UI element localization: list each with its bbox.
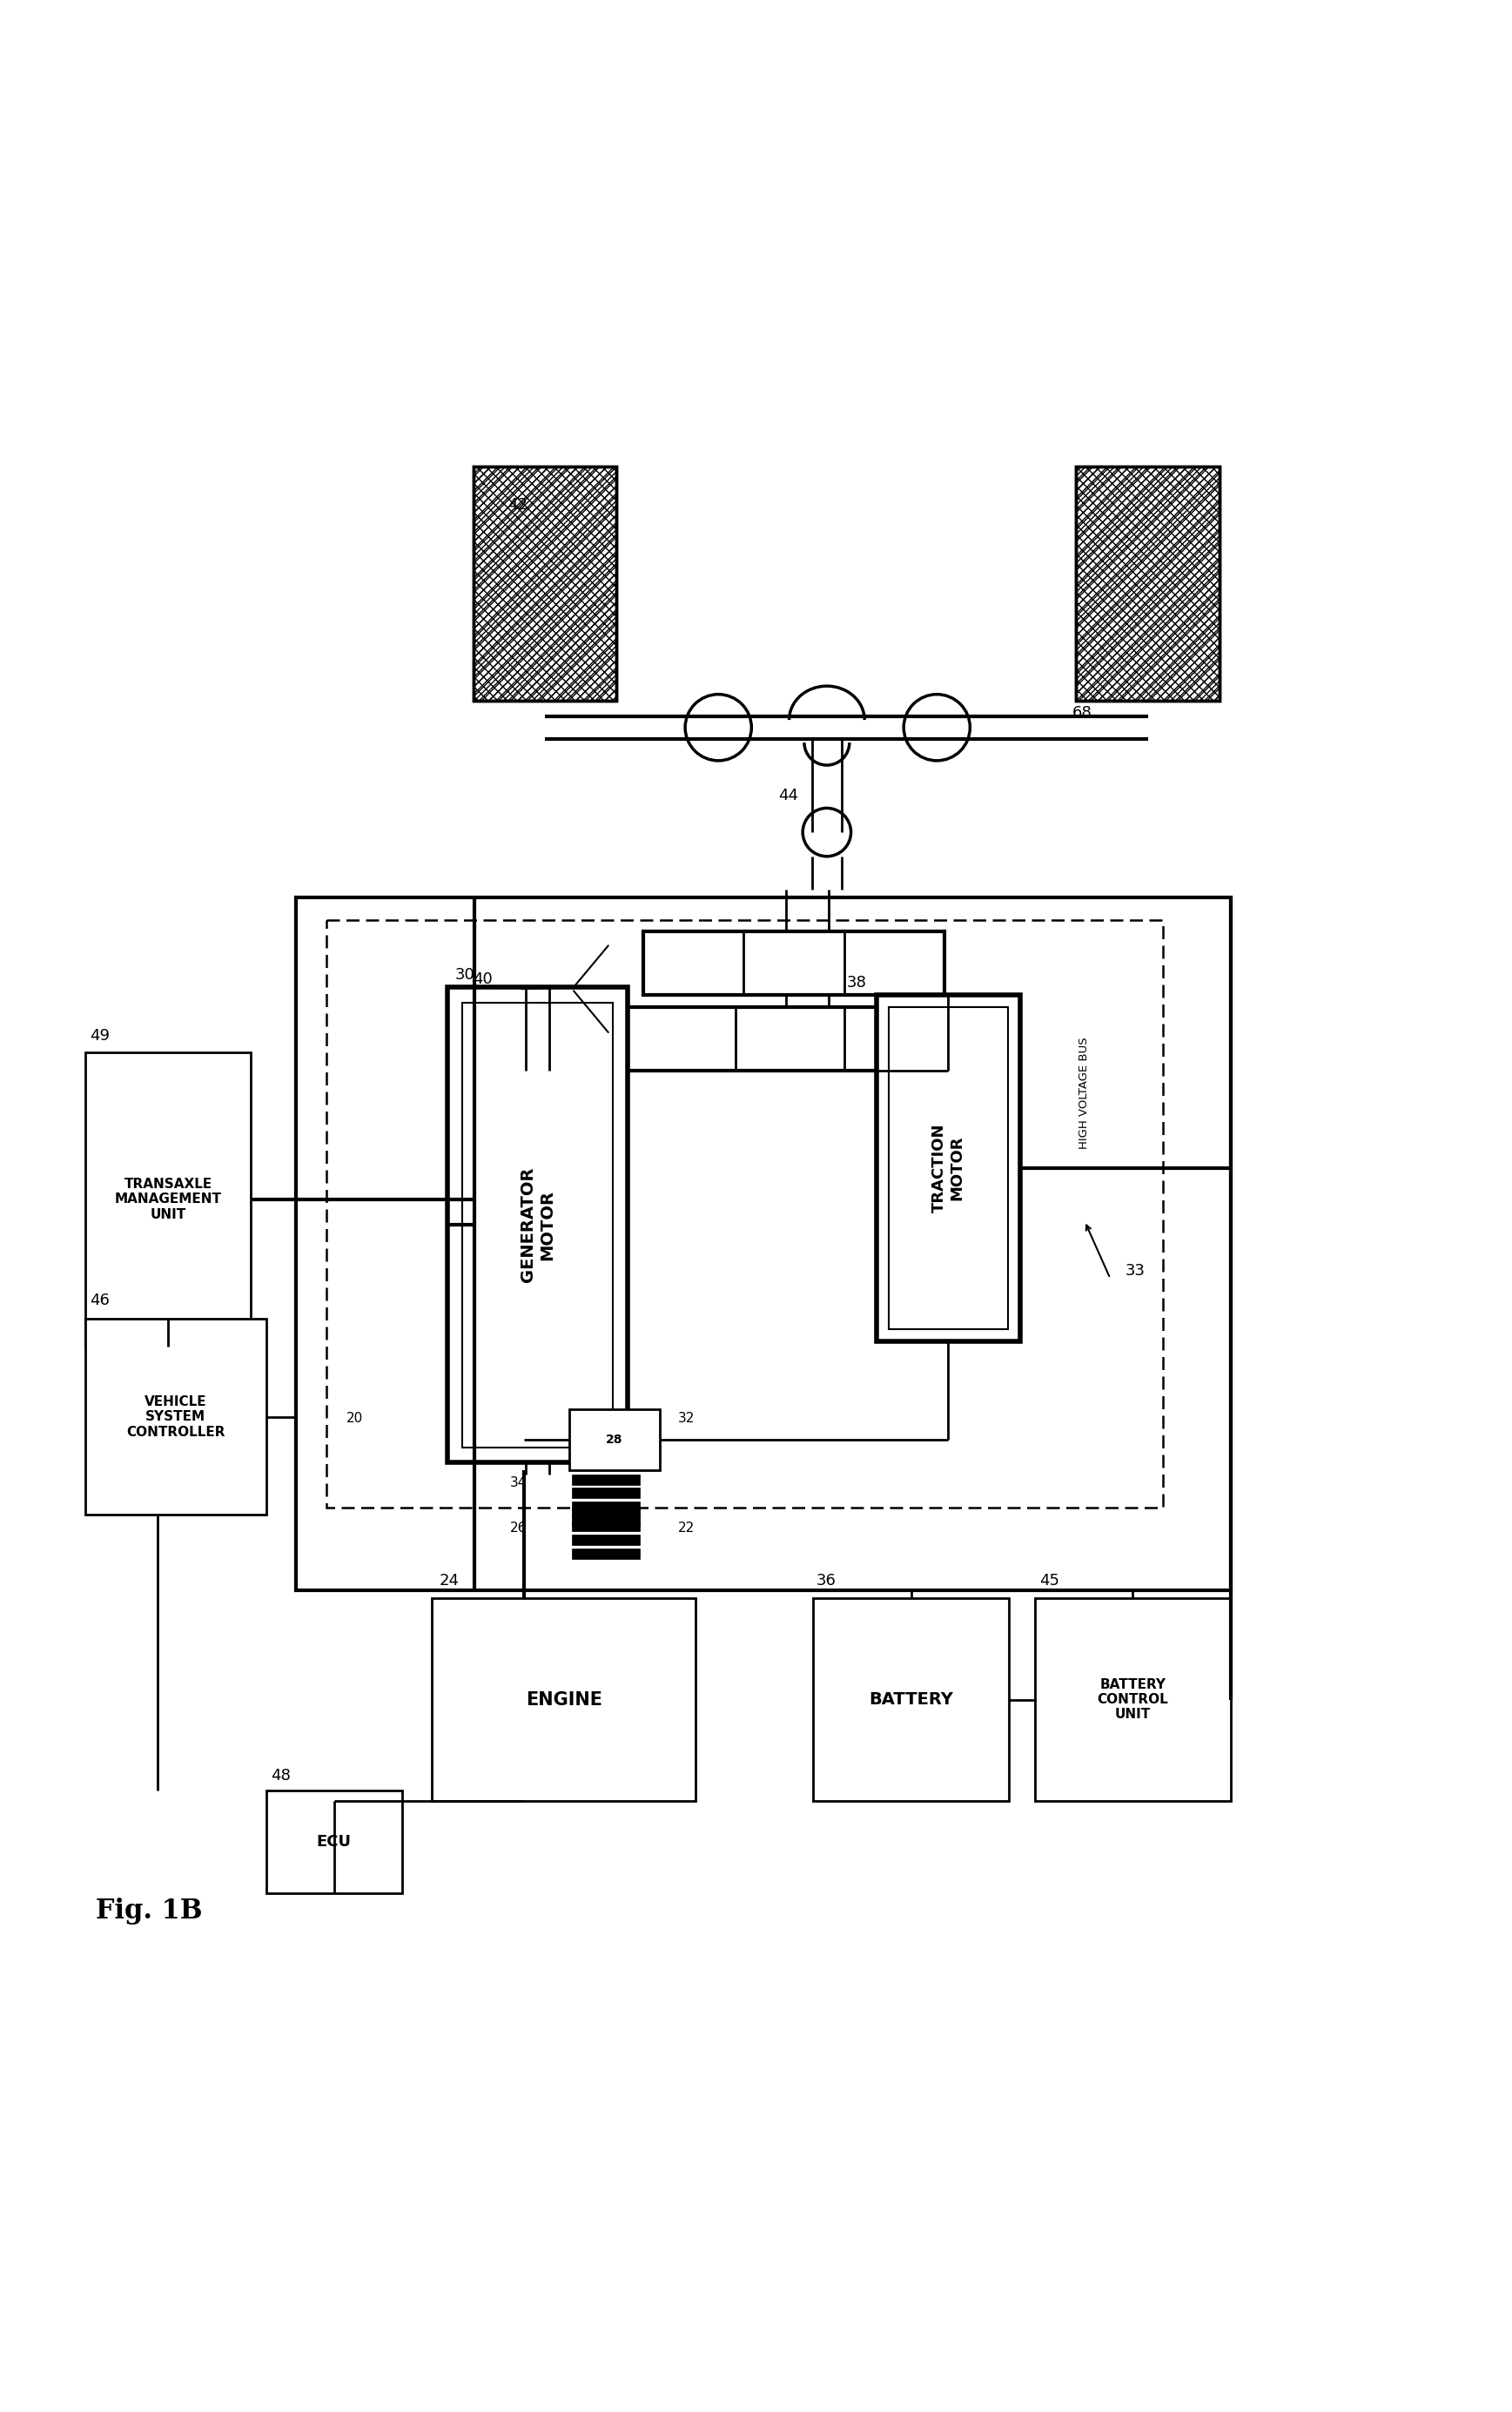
Text: 28: 28 (606, 1433, 623, 1445)
Bar (569, 1409, 659, 1469)
Bar (813, 1597, 1009, 1802)
Bar (473, 468, 617, 699)
Bar (85, 1052, 251, 1346)
Text: 32: 32 (677, 1411, 694, 1425)
Bar (266, 1790, 402, 1893)
Bar (877, 996, 1019, 1341)
Bar (448, 987, 627, 1462)
Text: 30: 30 (455, 967, 475, 984)
Bar (463, 1003, 612, 1447)
Bar (1077, 468, 1220, 699)
Bar (327, 919, 1163, 1508)
Text: 38: 38 (847, 974, 866, 991)
Text: TRACTION
MOTOR: TRACTION MOTOR (931, 1124, 965, 1213)
Bar (627, 1008, 953, 1071)
Text: 45: 45 (1039, 1573, 1060, 1590)
Bar (572, 1474, 640, 1486)
Text: 22: 22 (677, 1522, 694, 1534)
Text: 42: 42 (508, 497, 528, 514)
Text: VEHICLE
SYSTEM
CONTROLLER: VEHICLE SYSTEM CONTROLLER (127, 1394, 225, 1438)
Text: 26: 26 (511, 1522, 528, 1534)
Text: ENGINE: ENGINE (526, 1691, 602, 1708)
Text: 49: 49 (89, 1028, 110, 1044)
Bar (572, 1508, 640, 1517)
Bar (643, 931, 945, 996)
Bar (572, 1522, 640, 1532)
Text: 48: 48 (271, 1768, 290, 1782)
Text: 40: 40 (473, 972, 493, 987)
Bar (572, 1488, 640, 1498)
Text: Fig. 1B: Fig. 1B (95, 1898, 203, 1925)
Bar (1077, 468, 1220, 699)
Text: 44: 44 (779, 789, 798, 803)
Text: 33: 33 (1125, 1261, 1145, 1278)
Bar (1034, 1597, 1231, 1802)
Bar (889, 1008, 1007, 1329)
Text: 20: 20 (346, 1411, 363, 1425)
Text: 24: 24 (440, 1573, 460, 1590)
Text: TRANSAXLE
MANAGEMENT
UNIT: TRANSAXLE MANAGEMENT UNIT (115, 1177, 222, 1220)
Text: HIGH VOLTAGE BUS: HIGH VOLTAGE BUS (1080, 1037, 1090, 1148)
Bar (572, 1500, 640, 1512)
Text: 68: 68 (1072, 704, 1092, 721)
Text: 46: 46 (89, 1293, 110, 1307)
Text: ECU: ECU (316, 1833, 351, 1850)
Bar (85, 1319, 266, 1515)
Bar (473, 468, 617, 699)
Bar (572, 1515, 640, 1524)
Bar (572, 1549, 640, 1558)
Text: 34: 34 (511, 1476, 528, 1488)
Text: BATTERY: BATTERY (869, 1691, 954, 1708)
Bar (296, 897, 1231, 1590)
Bar (572, 1534, 640, 1546)
Text: BATTERY
CONTROL
UNIT: BATTERY CONTROL UNIT (1098, 1679, 1169, 1722)
Text: 36: 36 (816, 1573, 836, 1590)
Text: GENERATOR
MOTOR: GENERATOR MOTOR (520, 1167, 555, 1283)
Bar (432, 1597, 696, 1802)
